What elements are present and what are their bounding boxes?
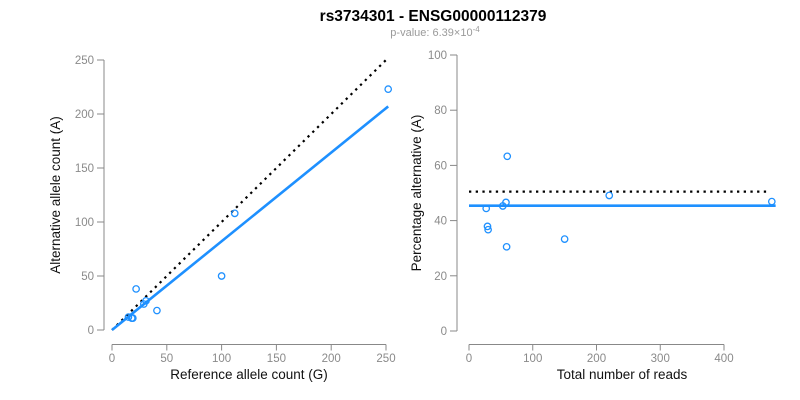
left-plot-area: 0 50 100 150 200 250 0 50 100 150 200 250 <box>75 55 396 365</box>
y-tick-label: 50 <box>81 271 94 283</box>
x-tick-label: 150 <box>267 353 286 365</box>
data-point <box>132 285 140 293</box>
left-xaxis-title: Reference allele count (G) <box>170 367 328 382</box>
x-tick-label: 50 <box>160 353 173 365</box>
data-point <box>142 296 150 305</box>
y-tick-label: 0 <box>441 326 447 338</box>
data-point <box>503 152 512 161</box>
x-tick-label: 200 <box>322 353 341 365</box>
y-tick-label: 200 <box>75 109 94 121</box>
identity-line <box>111 58 388 331</box>
data-point <box>124 313 133 321</box>
left-yaxis-title: Alternative allele count (A) <box>48 116 63 274</box>
y-tick-label: 40 <box>434 216 447 228</box>
x-tick-label: 100 <box>212 353 231 365</box>
data-point <box>483 222 492 231</box>
subtitle-prefix: p-value: 6.39×10 <box>390 27 472 39</box>
right-xaxis-title: Total number of reads <box>557 367 688 382</box>
data-point <box>767 197 776 206</box>
data-point <box>502 198 510 207</box>
right-yaxis-title: Percentage alternative (A) <box>409 115 424 272</box>
x-tick-label: 100 <box>523 353 542 365</box>
x-tick-label: 0 <box>109 353 115 365</box>
data-point <box>217 272 226 280</box>
right-plot-area: 0 20 40 60 80 100 0 100 200 300 400 <box>428 50 776 365</box>
figure-title: rs3734301 - ENSG00000112379 <box>320 8 547 25</box>
data-point <box>230 209 239 218</box>
y-tick-label: 150 <box>75 163 94 175</box>
x-tick-label: 250 <box>376 353 395 365</box>
data-point <box>128 314 137 322</box>
data-point <box>560 235 569 243</box>
y-tick-label: 100 <box>75 217 94 229</box>
figure-subtitle: p-value: 6.39×10-4 <box>390 25 480 39</box>
data-point <box>482 204 491 213</box>
fit-line <box>111 105 390 332</box>
y-tick-label: 100 <box>428 50 447 62</box>
data-point <box>384 85 393 94</box>
y-tick-label: 20 <box>434 271 447 283</box>
subtitle-exponent: -4 <box>473 25 481 34</box>
y-tick-label: 80 <box>434 105 447 117</box>
x-tick-label: 300 <box>651 353 670 365</box>
data-point <box>153 306 161 315</box>
y-tick-label: 250 <box>75 55 94 67</box>
x-tick-label: 200 <box>587 353 606 365</box>
y-tick-label: 60 <box>434 160 447 172</box>
data-point <box>502 242 511 251</box>
x-tick-label: 400 <box>714 353 733 365</box>
data-point <box>484 225 492 234</box>
x-tick-label: 0 <box>466 353 472 365</box>
data-point <box>605 191 614 200</box>
y-tick-label: 0 <box>88 325 94 337</box>
